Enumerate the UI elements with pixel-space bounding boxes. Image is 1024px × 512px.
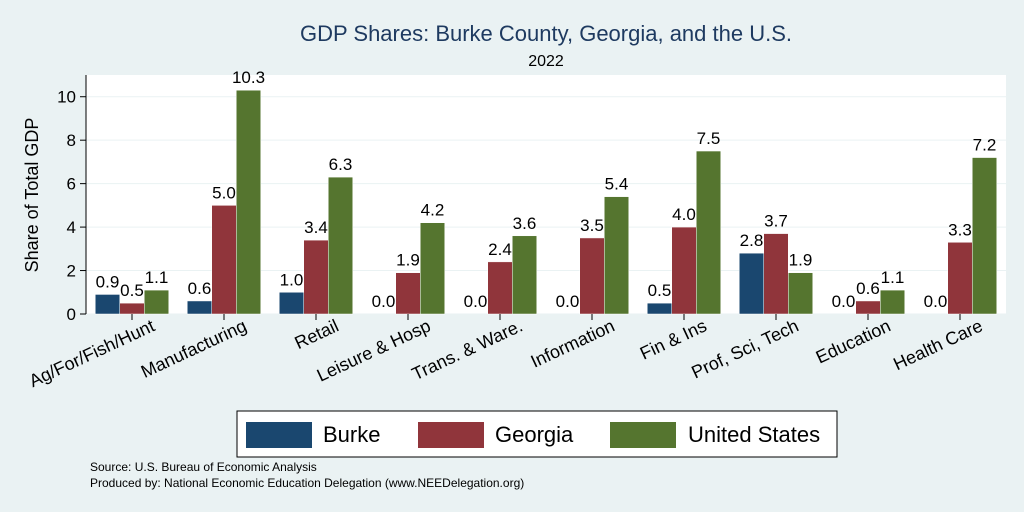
data-label-georgia-manufacturing: 5.0	[212, 183, 236, 202]
data-label-georgia-health-care: 3.3	[948, 220, 972, 239]
y-tick-label: 0	[67, 305, 76, 324]
x-tick-label-manufacturing: Manufacturing	[138, 315, 250, 381]
data-label-burke-manufacturing: 0.6	[188, 279, 212, 298]
legend-label-georgia: Georgia	[495, 422, 574, 447]
data-label-united-states-fin-ins: 7.5	[697, 129, 721, 148]
chart: 0.9 0.51.10.65.010.31.03.46.30.01.94.20.0…	[22, 21, 1006, 458]
bar-burke-fin-ins	[647, 302, 672, 315]
bar-united-states-trans-ware	[512, 235, 537, 315]
bar-georgia-fin-ins	[671, 226, 697, 315]
bar-united-states-information	[604, 196, 629, 315]
data-label-united-states-leisure-hosp: 4.2	[421, 201, 445, 220]
data-label-united-states-ag-for-fish-hunt: 1.1	[145, 268, 169, 287]
data-label-burke-ag-for-fish-hunt: 0.9	[96, 272, 120, 291]
bar-united-states-manufacturing	[236, 89, 261, 315]
data-label-georgia-trans-ware: 2.4	[488, 240, 512, 259]
bar-georgia-leisure-hosp	[395, 272, 421, 315]
bar-burke-prof-sci-tech	[739, 252, 764, 315]
legend-label-united-states: United States	[688, 422, 820, 447]
data-label-georgia-ag-for-fish-hunt: 0.5	[120, 281, 144, 300]
bar-united-states-prof-sci-tech	[788, 272, 813, 315]
bar-georgia-trans-ware	[487, 261, 513, 315]
y-tick-label: 4	[67, 218, 76, 237]
bar-united-states-fin-ins	[696, 150, 721, 315]
bar-united-states-ag-for-fish-hunt	[144, 289, 169, 315]
y-axis-title: Share of Total GDP	[22, 118, 42, 273]
data-label-georgia-prof-sci-tech: 3.7	[764, 212, 788, 231]
data-label-united-states-trans-ware: 3.6	[513, 214, 537, 233]
x-tick-label-information: Information	[528, 315, 618, 371]
data-label-united-states-information: 5.4	[605, 175, 629, 194]
chart-subtitle: 2022	[528, 53, 564, 70]
bar-united-states-education	[880, 289, 905, 315]
y-tick-label: 6	[67, 175, 76, 194]
chart-title: GDP Shares: Burke County, Georgia, and t…	[300, 21, 792, 46]
source-note: Source: U.S. Bureau of Economic Analysis	[90, 460, 317, 474]
legend-swatch-united-states	[610, 422, 676, 448]
bar-united-states-health-care	[972, 157, 997, 315]
bar-georgia-education	[855, 300, 881, 315]
data-label-georgia-retail: 3.4	[304, 218, 328, 237]
bar-georgia-retail	[303, 239, 329, 315]
x-tick-label-retail: Retail	[292, 315, 342, 353]
x-tick-label-health-care: Health Care	[890, 315, 986, 374]
legend-box	[236, 410, 838, 458]
produced-by-note: Produced by: National Economic Education…	[90, 476, 525, 490]
data-label-united-states-prof-sci-tech: 1.9	[789, 251, 813, 270]
y-tick-label: 2	[67, 262, 76, 281]
data-label-georgia-education: 0.6	[856, 279, 880, 298]
bar-georgia-prof-sci-tech	[763, 233, 789, 315]
data-label-united-states-manufacturing: 10.3	[232, 68, 265, 87]
legend-swatch-georgia	[418, 422, 484, 448]
bar-burke-ag-for-fish-hunt	[95, 294, 120, 315]
data-label-burke-health-care: 0.0	[924, 292, 948, 311]
data-label-burke-leisure-hosp: 0.0	[372, 292, 396, 311]
x-tick-label-education: Education	[813, 315, 894, 367]
bar-united-states-retail	[328, 176, 353, 315]
x-tick-label-fin-ins: Fin & Ins	[637, 315, 710, 363]
legend-label-burke: Burke	[323, 422, 380, 447]
bar-united-states-leisure-hosp	[420, 222, 445, 315]
data-label-burke-fin-ins: 0.5	[648, 281, 672, 300]
data-label-united-states-health-care: 7.2	[973, 136, 997, 155]
data-label-united-states-education: 1.1	[881, 268, 905, 287]
legend: Burke Georgia United States	[236, 410, 838, 458]
y-tick-label: 8	[67, 131, 76, 150]
data-label-georgia-information: 3.5	[580, 216, 604, 235]
y-tick-label: 10	[57, 88, 76, 107]
data-label-burke-prof-sci-tech: 2.8	[740, 231, 764, 250]
data-label-georgia-leisure-hosp: 1.9	[396, 251, 420, 270]
data-label-georgia-fin-ins: 4.0	[672, 205, 696, 224]
data-label-burke-retail: 1.0	[280, 270, 304, 289]
bar-georgia-health-care	[947, 242, 973, 315]
bar-georgia-manufacturing	[211, 205, 237, 315]
bar-burke-retail	[279, 292, 304, 315]
bar-burke-manufacturing	[187, 300, 212, 315]
data-label-burke-trans-ware: 0.0	[464, 292, 488, 311]
data-label-burke-education: 0.0	[832, 292, 856, 311]
bar-georgia-information	[579, 237, 605, 315]
data-label-burke-information: 0.0	[556, 292, 580, 311]
legend-swatch-burke	[246, 422, 312, 448]
x-tick-label-ag-for-fish-hunt: Ag/For/Fish/Hunt	[26, 315, 158, 391]
data-label-united-states-retail: 6.3	[329, 155, 353, 174]
bar-georgia-ag-for-fish-hunt	[119, 302, 145, 315]
